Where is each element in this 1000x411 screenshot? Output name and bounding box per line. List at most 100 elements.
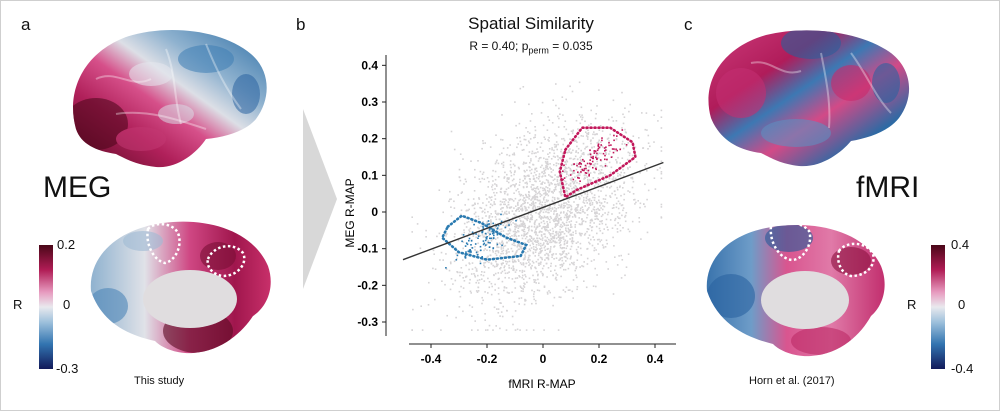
data-point [541,249,543,252]
data-point [553,258,555,260]
data-point [590,199,593,202]
data-point [547,255,550,257]
data-point [523,223,525,226]
data-point [517,248,520,251]
data-point [488,230,490,233]
data-point [535,302,537,305]
data-point [562,231,564,233]
data-point [512,261,514,264]
data-point [532,201,535,204]
data-point [579,197,581,199]
data-point [533,177,535,180]
data-point [619,174,622,177]
data-point [500,311,503,313]
cluster-point [583,167,586,170]
data-point [562,207,565,209]
data-point [518,191,520,193]
data-point [547,238,550,241]
data-point [634,203,636,205]
data-point [533,198,536,201]
data-point [546,241,549,243]
data-point [506,194,509,196]
data-point [545,162,548,164]
data-point [537,151,539,153]
data-point [587,237,590,239]
cluster-point [579,166,582,168]
data-point [579,266,581,268]
data-point [504,198,506,200]
data-point [502,252,504,255]
data-point [573,157,576,160]
data-point [627,142,629,144]
data-point [518,184,521,186]
data-point [514,185,516,188]
data-point [560,150,562,153]
data-point [565,235,568,237]
data-point [524,175,527,178]
data-point [553,234,556,237]
data-point [542,211,545,214]
data-point [564,291,567,293]
data-point [501,210,503,213]
data-point [505,238,507,240]
data-point [581,116,584,119]
data-point [537,188,540,190]
data-point [528,198,530,200]
data-point [522,285,525,287]
data-point [491,188,494,191]
cluster-point [585,167,587,170]
data-point [571,290,574,293]
data-point [474,168,476,171]
data-point [479,170,482,173]
data-point [467,252,470,254]
data-point [545,193,547,196]
data-point [453,200,455,203]
data-point [524,252,527,254]
data-point [558,237,561,240]
cluster-point [604,154,606,157]
data-point [555,234,558,236]
data-point [553,236,555,238]
data-point [504,272,507,275]
data-point [612,293,615,295]
data-point [480,274,482,276]
data-point [469,227,472,230]
data-point [522,274,524,277]
cluster-point [600,144,602,146]
data-point [529,138,532,140]
data-point [543,286,546,288]
data-point [541,201,544,203]
data-point [576,259,579,261]
data-point [518,210,520,212]
data-point [525,262,528,265]
data-point [641,112,643,114]
data-point [540,210,542,212]
data-point [463,183,465,185]
data-point [585,185,588,188]
data-point [523,222,526,225]
data-point [462,277,464,279]
data-point [515,238,518,240]
data-point [627,190,629,192]
data-point [597,183,600,186]
data-point [598,209,601,211]
data-point [589,242,591,245]
data-point [564,180,567,183]
data-point [558,217,560,220]
data-point [486,198,488,200]
data-point [474,320,476,322]
data-point [525,194,527,197]
data-point [624,128,626,131]
data-point [499,315,501,317]
data-point [502,224,504,227]
data-point [603,228,605,230]
data-point [538,190,541,193]
data-point [510,267,513,270]
data-point [473,273,475,275]
data-point [541,237,544,239]
data-point [532,164,535,166]
cluster-point [578,162,581,164]
data-point [513,244,515,246]
data-point [560,189,562,191]
data-point [514,230,517,233]
